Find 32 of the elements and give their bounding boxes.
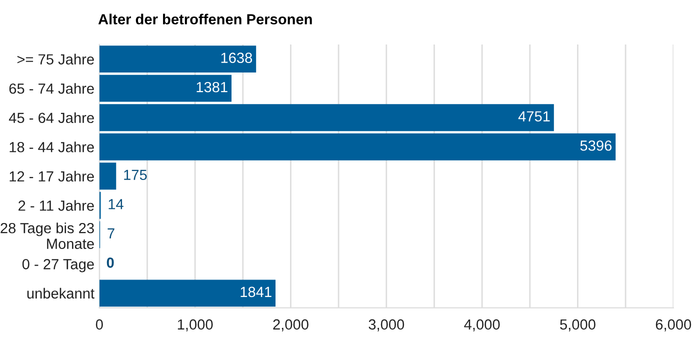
chart-title: Alter der betroffenen Personen xyxy=(98,14,312,24)
y-tick-label: 0 - 27 Tage xyxy=(22,259,94,272)
data-label: 1381 xyxy=(196,82,228,92)
x-tick-label: 3,000 xyxy=(368,319,404,332)
x-tick-label: 0 xyxy=(96,319,103,330)
x-tick-label: 6,000 xyxy=(656,319,692,332)
data-label: 4751 xyxy=(518,111,550,122)
y-tick-label: >= 75 Jahre xyxy=(17,54,94,65)
bar xyxy=(99,46,256,73)
y-tick-label: 2 - 11 Jahre xyxy=(18,200,94,211)
y-tick-label: 45 - 64 Jahre xyxy=(8,112,94,124)
data-label: 7 xyxy=(108,228,114,238)
data-label: 1638 xyxy=(221,52,252,64)
y-tick-label: 18 - 44 Jahre xyxy=(10,142,94,152)
bar xyxy=(99,133,616,160)
bar xyxy=(99,280,276,307)
y-tick-label: unbekannt xyxy=(27,288,94,299)
x-tick-label: 5,000 xyxy=(560,319,596,332)
x-tick-label: 2,000 xyxy=(273,319,308,332)
x-tick-label: 1,000 xyxy=(178,319,213,332)
data-label: 1841 xyxy=(240,286,272,298)
data-label: 5396 xyxy=(580,140,612,151)
y-tick-label: 28 Tage bis 23 Monate xyxy=(0,222,94,249)
x-tick-label: 4,000 xyxy=(464,319,500,332)
y-tick-label: 65 - 74 Jahre xyxy=(9,83,94,94)
bar xyxy=(99,74,232,102)
bar xyxy=(99,104,554,132)
data-label: 175 xyxy=(124,170,147,180)
y-tick-label: 12 - 17 Jahre xyxy=(10,170,94,182)
bar xyxy=(99,162,116,190)
data-label: 14 xyxy=(108,199,124,210)
data-label: 0 xyxy=(106,258,114,268)
